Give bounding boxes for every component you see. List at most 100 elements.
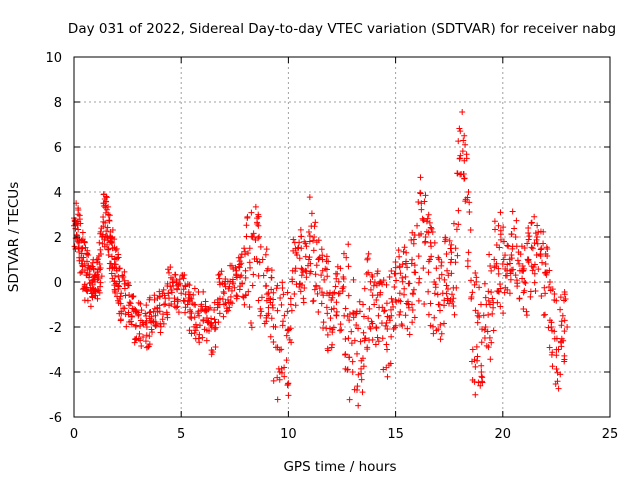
spread-point bbox=[94, 295, 101, 302]
spread-point bbox=[283, 357, 290, 364]
spread-point bbox=[457, 128, 464, 135]
spread-point bbox=[527, 288, 534, 295]
spread-point bbox=[451, 311, 458, 318]
spread-point bbox=[112, 272, 119, 279]
spread-point bbox=[528, 244, 535, 251]
spread-point bbox=[255, 213, 262, 220]
spread-point bbox=[477, 301, 484, 308]
data-point bbox=[546, 279, 553, 285]
spread-point bbox=[466, 208, 473, 215]
spread-point bbox=[546, 317, 553, 324]
spread-point bbox=[473, 278, 480, 285]
spread-point bbox=[425, 211, 432, 218]
spread-point bbox=[297, 288, 304, 295]
spread-point bbox=[330, 305, 337, 312]
spread-point bbox=[132, 336, 139, 343]
spread-point bbox=[281, 373, 288, 380]
spread-point bbox=[383, 341, 390, 348]
spread-point bbox=[426, 219, 433, 226]
x-tick-label: 10 bbox=[280, 427, 297, 442]
spread-point bbox=[86, 271, 93, 278]
spread-point bbox=[481, 280, 488, 287]
spread-point bbox=[454, 252, 461, 259]
spread-point bbox=[424, 215, 431, 222]
spread-point bbox=[422, 192, 429, 199]
spread-point bbox=[104, 241, 111, 248]
spread-point bbox=[200, 316, 207, 323]
spread-point bbox=[487, 356, 494, 363]
spread-point bbox=[244, 215, 251, 222]
spread-point bbox=[329, 341, 336, 348]
spread-point bbox=[370, 282, 377, 289]
spread-point bbox=[292, 268, 299, 275]
spread-point bbox=[105, 245, 112, 252]
spread-point bbox=[396, 263, 403, 270]
spread-point bbox=[161, 292, 168, 299]
spread-point bbox=[494, 299, 501, 306]
spread-point bbox=[369, 292, 376, 299]
spread-point bbox=[336, 327, 343, 334]
spread-point bbox=[296, 280, 303, 287]
spread-point bbox=[381, 307, 388, 314]
spread-point bbox=[358, 376, 365, 383]
spread-point bbox=[455, 138, 462, 145]
data-point bbox=[293, 252, 300, 258]
spread-point bbox=[103, 206, 110, 213]
spread-point bbox=[202, 298, 209, 305]
spread-point bbox=[543, 244, 550, 251]
spread-point bbox=[278, 369, 285, 376]
data-point bbox=[452, 245, 459, 252]
spread-point bbox=[249, 282, 256, 289]
spread-point bbox=[410, 236, 417, 243]
spread-point bbox=[529, 267, 536, 274]
spread-point bbox=[342, 335, 349, 342]
spread-point bbox=[469, 289, 476, 296]
spread-point bbox=[400, 248, 407, 255]
spread-point bbox=[231, 284, 238, 291]
spread-point bbox=[447, 245, 454, 252]
spread-point bbox=[116, 278, 123, 285]
spread-point bbox=[186, 327, 193, 334]
spread-point bbox=[279, 322, 286, 329]
spread-point bbox=[156, 293, 163, 300]
spread-point bbox=[292, 265, 299, 272]
spread-point bbox=[103, 194, 110, 201]
spread-point bbox=[223, 308, 230, 315]
data-point bbox=[165, 290, 172, 297]
spread-point bbox=[472, 307, 479, 314]
spread-point bbox=[274, 396, 281, 403]
spread-point bbox=[140, 321, 147, 328]
spread-point bbox=[342, 305, 349, 312]
data-point bbox=[152, 312, 159, 319]
spread-point bbox=[463, 155, 470, 162]
spread-point bbox=[269, 302, 276, 309]
spread-point bbox=[495, 288, 502, 295]
spread-point bbox=[450, 220, 457, 227]
spread-point bbox=[302, 253, 309, 260]
data-point bbox=[75, 207, 82, 213]
spread-point bbox=[421, 301, 428, 308]
spread-point bbox=[97, 250, 104, 257]
spread-point bbox=[230, 266, 237, 273]
spread-point bbox=[245, 250, 252, 257]
spread-point bbox=[388, 333, 395, 340]
spread-point bbox=[360, 301, 367, 308]
x-axis-label: GPS time / hours bbox=[283, 459, 396, 475]
spread-point bbox=[396, 311, 403, 318]
spread-point bbox=[296, 239, 303, 246]
data-point bbox=[396, 290, 403, 297]
spread-point bbox=[383, 300, 390, 307]
spread-point bbox=[495, 270, 502, 277]
data-point bbox=[105, 211, 112, 218]
spread-point bbox=[373, 324, 380, 331]
data-point bbox=[465, 189, 472, 195]
spread-point bbox=[264, 265, 271, 272]
spread-point bbox=[346, 317, 353, 324]
spread-point bbox=[97, 283, 104, 290]
spread-point bbox=[260, 272, 267, 279]
spread-point bbox=[242, 291, 249, 298]
data-point bbox=[259, 256, 266, 263]
spread-point bbox=[306, 270, 313, 277]
spread-point bbox=[453, 226, 460, 233]
spread-point bbox=[504, 242, 511, 249]
